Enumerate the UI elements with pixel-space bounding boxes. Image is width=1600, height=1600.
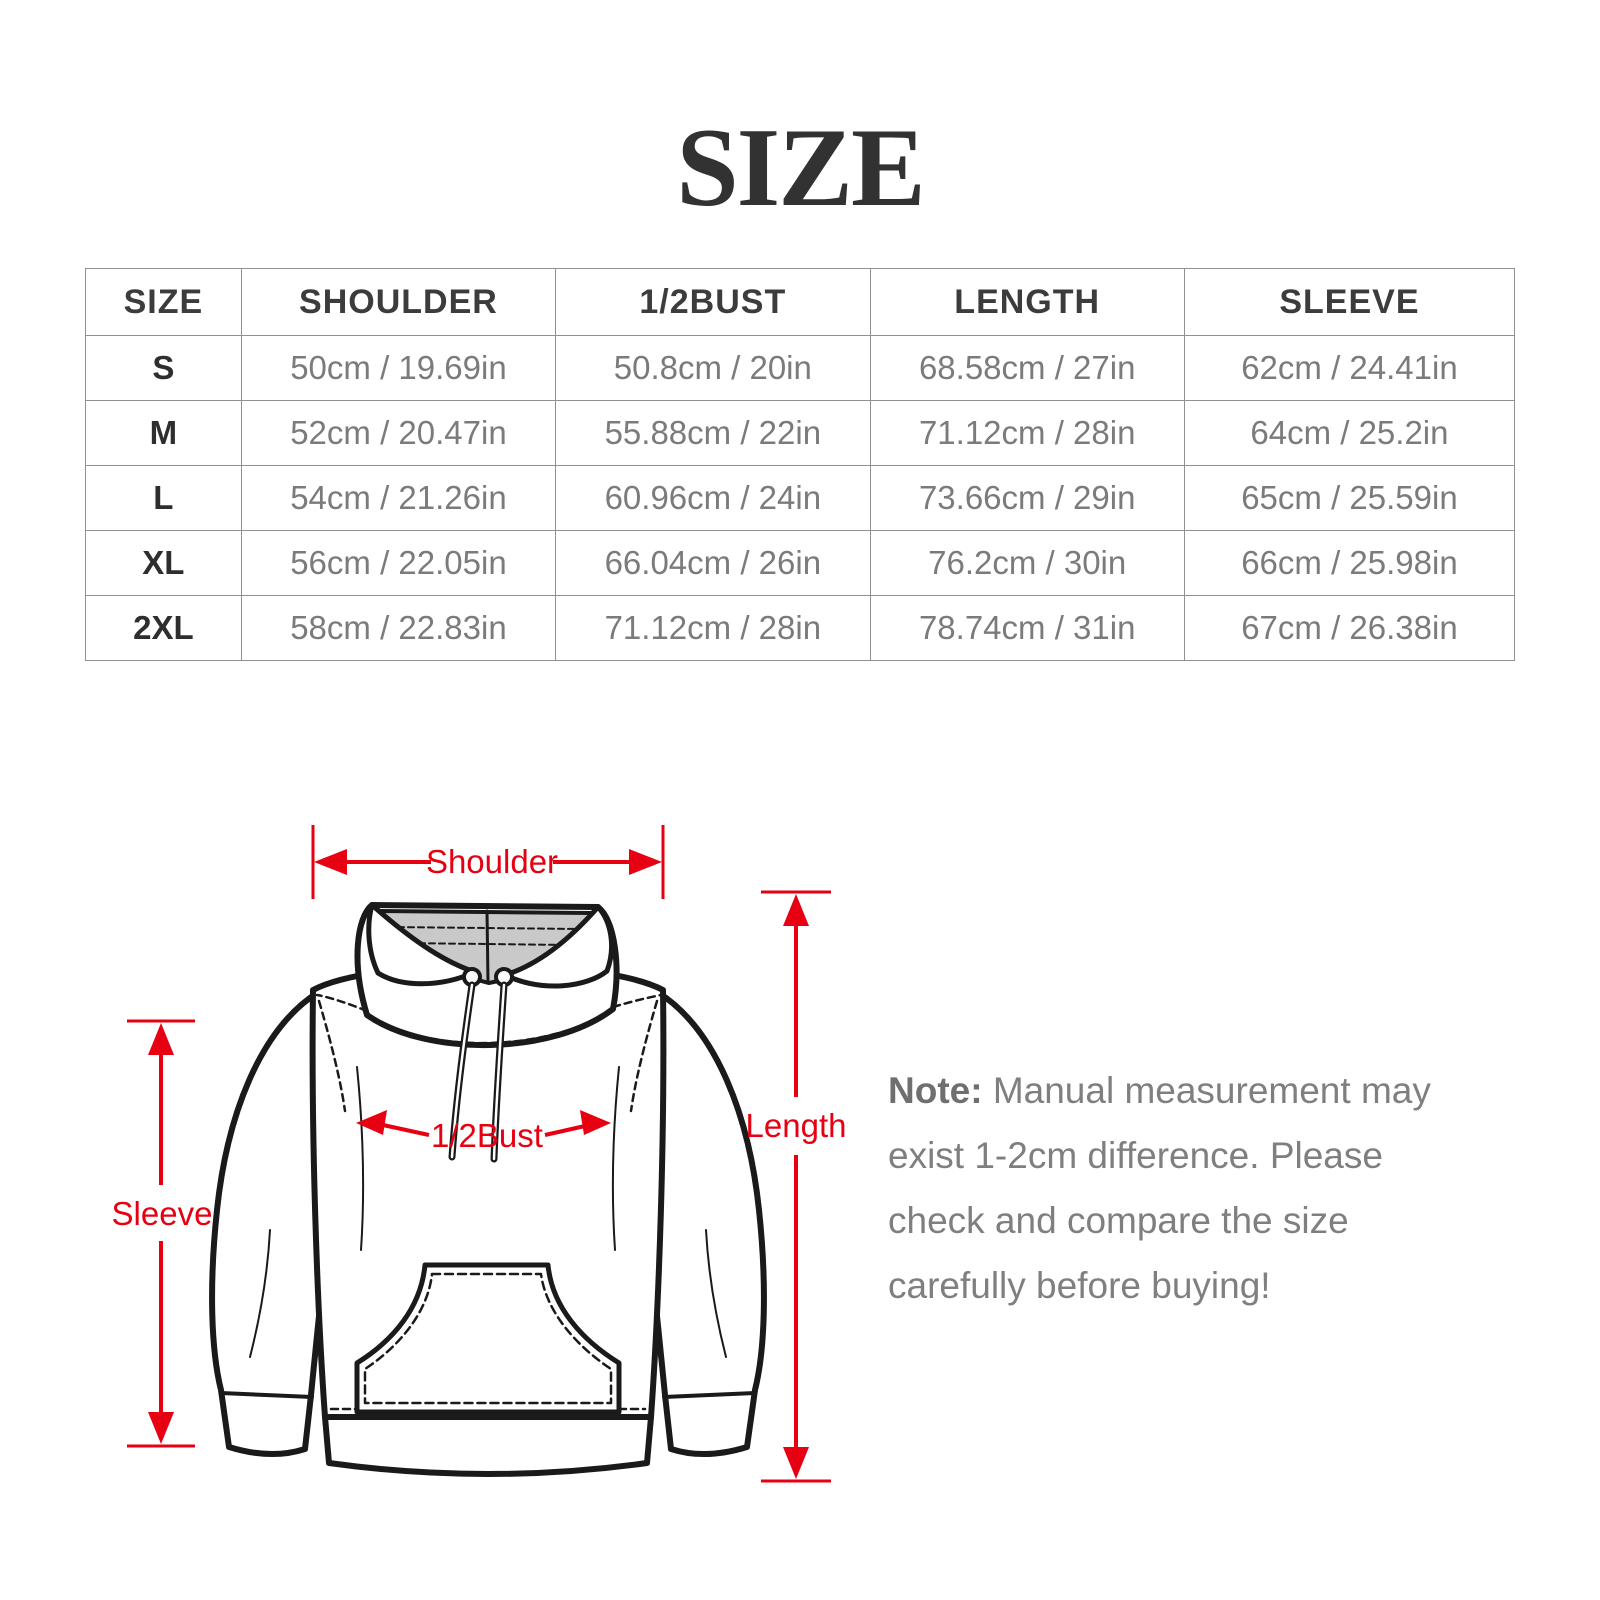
table-row-m: M 52cm / 20.47in 55.88cm / 22in 71.12cm … [85,400,1516,466]
cell-length: 71.12cm / 28in [869,400,1185,466]
cell-length: 73.66cm / 29in [869,465,1185,531]
table-header-row: SIZE SHOULDER 1/2BUST LENGTH SLEEVE [85,268,1516,336]
measurement-note: Note: Manual measurement may exist 1-2cm… [888,1058,1488,1318]
cell-sleeve: 62cm / 24.41in [1183,335,1516,401]
cell-size: S [85,335,242,401]
cell-sleeve: 67cm / 26.38in [1183,595,1516,661]
cell-sleeve: 65cm / 25.59in [1183,465,1516,531]
note-body: Manual measurement may exist 1-2cm diffe… [888,1070,1431,1306]
header-size: SIZE [85,268,242,336]
cell-shoulder: 58cm / 22.83in [240,595,557,661]
cell-size: XL [85,530,242,596]
dimension-labels: Shoulder Sleeve 1/2Bust Length [112,843,847,1232]
cell-sleeve: 64cm / 25.2in [1183,400,1516,466]
table-row-xl: XL 56cm / 22.05in 66.04cm / 26in 76.2cm … [85,530,1516,596]
cell-shoulder: 52cm / 20.47in [240,400,557,466]
cell-halfbust: 55.88cm / 22in [555,400,871,466]
shoulder-dimension-label: Shoulder [426,843,558,880]
arrowheads [148,849,809,1479]
hoodie-drawing [209,902,767,1477]
hoodie-measurement-diagram: Shoulder Sleeve 1/2Bust Length [112,825,847,1483]
table-row-s: S 50cm / 19.69in 50.8cm / 20in 68.58cm /… [85,335,1516,401]
dimension-arrows [127,825,831,1483]
cell-sleeve: 66cm / 25.98in [1183,530,1516,596]
sleeve-dimension-label: Sleeve [112,1195,213,1232]
table-row-l: L 54cm / 21.26in 60.96cm / 24in 73.66cm … [85,465,1516,531]
header-sleeve: SLEEVE [1183,268,1516,336]
cell-length: 78.74cm / 31in [869,595,1185,661]
cell-shoulder: 56cm / 22.05in [240,530,557,596]
cell-shoulder: 54cm / 21.26in [240,465,557,531]
table-row-2xl: 2XL 58cm / 22.83in 71.12cm / 28in 78.74c… [85,595,1516,661]
cell-length: 76.2cm / 30in [869,530,1185,596]
size-table: SIZE SHOULDER 1/2BUST LENGTH SLEEVE S 50… [85,268,1516,661]
cell-size: 2XL [85,595,242,661]
cell-shoulder: 50cm / 19.69in [240,335,557,401]
cell-length: 68.58cm / 27in [869,335,1185,401]
header-shoulder: SHOULDER [240,268,557,336]
note-label: Note: [888,1070,983,1111]
cell-size: M [85,400,242,466]
cell-halfbust: 50.8cm / 20in [555,335,871,401]
cell-size: L [85,465,242,531]
halfbust-dimension-label: 1/2Bust [431,1117,543,1154]
cell-halfbust: 71.12cm / 28in [555,595,871,661]
cell-halfbust: 60.96cm / 24in [555,465,871,531]
header-halfbust: 1/2BUST [555,268,871,336]
header-length: LENGTH [869,268,1185,336]
cell-halfbust: 66.04cm / 26in [555,530,871,596]
length-dimension-label: Length [746,1107,847,1144]
page-title: SIZE [676,106,925,230]
